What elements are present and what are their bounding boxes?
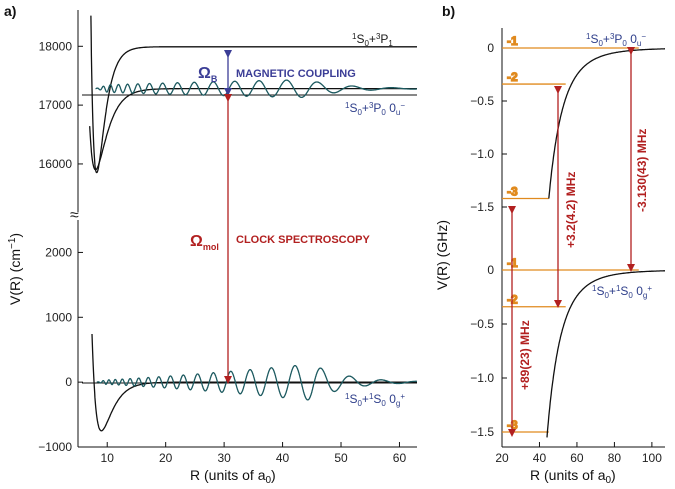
panel-b-xtick-label: 20 bbox=[495, 451, 509, 465]
panel-a-xlabel: R (units of a0) bbox=[190, 467, 276, 486]
omega-b-symbol: ΩB bbox=[198, 65, 218, 84]
panel-a-ytick-label-upper: 18000 bbox=[39, 39, 73, 53]
measurement-label-1: +89(23) MHz bbox=[518, 320, 532, 390]
clock-spectroscopy-label: CLOCK SPECTROSCOPY bbox=[236, 234, 371, 246]
panel-b-ytick-label-lower: 0 bbox=[487, 263, 494, 277]
panel-a-xtick-label: 20 bbox=[159, 451, 173, 465]
bound-state-upper-label: -1 bbox=[507, 34, 518, 48]
panel-b-curve-upper bbox=[548, 48, 665, 199]
panel-b-ytick-label-lower: −1.0 bbox=[470, 371, 494, 385]
bound-state-upper-label: -2 bbox=[507, 70, 518, 84]
panel-b-ytick-label-upper: −1.0 bbox=[470, 147, 494, 161]
measurement-label-3: -3.130(43) MHz bbox=[635, 129, 649, 212]
panel-a-label: a) bbox=[4, 3, 16, 19]
panel-b-xlabel: R (units of a0) bbox=[530, 467, 616, 486]
panel-a-ytick-label-upper: 17000 bbox=[39, 98, 73, 112]
measurement-label-2: +3.2(4.2) MHz bbox=[564, 172, 578, 248]
panel-b-xtick-label: 40 bbox=[533, 451, 547, 465]
curve-1s0-3p1 bbox=[90, 15, 417, 174]
panel-b-label: b) bbox=[442, 3, 455, 19]
panel-a-xtick-label: 60 bbox=[393, 451, 407, 465]
panel-b-ylabel: V(R) (GHz) bbox=[434, 220, 450, 290]
axis-break-mark: ≈ bbox=[70, 207, 79, 224]
panel-b-state-lower: 1S0+1S0 0g+ bbox=[592, 284, 652, 300]
panel-a-xtick-label: 30 bbox=[217, 451, 231, 465]
panel-a-ylabel: V(R) (cm−1) bbox=[7, 233, 23, 305]
bound-state-upper-label: -3 bbox=[507, 185, 518, 199]
panel-b-state-upper: 1S0+3P0 0u− bbox=[586, 32, 646, 48]
state-label-3p1: 1S0+3P1 bbox=[352, 32, 393, 48]
panel-a-ytick-label-lower: 1000 bbox=[45, 310, 72, 324]
panel-a-ytick-label-lower: −1000 bbox=[38, 440, 72, 454]
panel-a-xtick-label: 50 bbox=[334, 451, 348, 465]
panel-b-ytick-label-lower: −1.5 bbox=[470, 425, 494, 439]
magnetic-coupling-label: MAGNETIC COUPLING bbox=[236, 68, 356, 80]
wavefunction-upper bbox=[95, 79, 417, 99]
omega-mol-symbol: Ωmol bbox=[190, 233, 219, 252]
panel-b-curve-lower bbox=[546, 270, 665, 438]
panel-a-ytick-label-upper: 16000 bbox=[39, 157, 73, 171]
panel-b-xtick-label: 100 bbox=[642, 451, 662, 465]
panel-a-xtick-label: 10 bbox=[101, 451, 115, 465]
panel-a-ticks: 10 20 30 40 50 60 16000 17000 18000 −1000 0 1000 200… bbox=[38, 39, 406, 465]
panel-b-ytick-label-upper: −0.5 bbox=[470, 94, 494, 108]
panel-b-ticks: 20 40 60 80 100 0 −0.5 −1.0 −1.5 0 −0.5 −1.0 −1.5 bbox=[470, 41, 662, 465]
panel-b-ytick-label-upper: −1.5 bbox=[470, 200, 494, 214]
panel-a-ytick-label-lower: 2000 bbox=[45, 245, 72, 259]
state-label-3p0: 1S0+3P0 0u− bbox=[345, 101, 405, 117]
panel-a-axes bbox=[77, 10, 417, 448]
panel-b-ytick-label-upper: 0 bbox=[487, 41, 494, 55]
state-label-1s0: 1S0+1S0 0g+ bbox=[345, 392, 405, 408]
panel-b-axes bbox=[501, 28, 665, 448]
panel-b-xtick-label: 80 bbox=[608, 451, 622, 465]
panel-b-ytick-label-lower: −0.5 bbox=[470, 317, 494, 331]
panel-a-xtick-label: 40 bbox=[276, 451, 290, 465]
wavefunction-lower bbox=[96, 364, 417, 401]
panel-b-xtick-label: 60 bbox=[570, 451, 584, 465]
panel-a-ytick-label-lower: 0 bbox=[65, 375, 72, 389]
